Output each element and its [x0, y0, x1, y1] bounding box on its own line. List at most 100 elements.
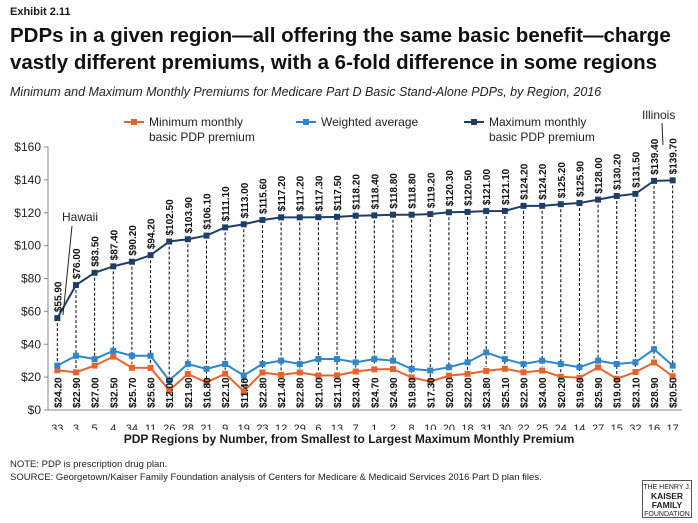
min-value-label: $24.00 — [538, 377, 549, 408]
max-series-point — [334, 213, 341, 220]
min-value-label: $20.20 — [557, 377, 568, 408]
min-series-point — [91, 362, 98, 369]
legend-min-label: basic PDP premium — [149, 130, 255, 144]
min-series-point — [371, 366, 378, 373]
avg-series-line — [56, 347, 674, 382]
annotation-hawaii-pointer — [62, 225, 73, 316]
x-tick-label: 13 — [331, 423, 343, 430]
x-tick-label: 23 — [256, 423, 268, 430]
min-series-point — [352, 368, 359, 375]
x-axis-title: PDP Regions by Number, from Smallest to … — [123, 432, 575, 446]
max-value-label: $117.20 — [277, 175, 288, 211]
min-series-point — [278, 371, 285, 378]
x-tick-label: 25 — [536, 423, 548, 430]
max-series-point — [389, 211, 396, 218]
max-series-point — [128, 258, 135, 265]
max-series-point — [352, 212, 359, 219]
max-value-label: $118.80 — [389, 173, 400, 209]
avg-series-point — [222, 360, 229, 367]
x-tick-label: 24 — [555, 423, 567, 430]
max-series-point — [576, 200, 583, 207]
max-series-point — [91, 269, 98, 276]
max-value-label: $94.20 — [147, 218, 158, 249]
annotation-illinois: Illinois — [642, 108, 675, 122]
avg-series-point — [669, 362, 676, 369]
y-tick-label: $100 — [14, 239, 41, 253]
max-series-point — [501, 207, 508, 214]
min-series-point — [147, 364, 154, 371]
max-value-label: $90.20 — [128, 225, 139, 256]
avg-series-point — [110, 347, 117, 354]
max-series-point — [445, 209, 452, 216]
max-value-label: $124.20 — [538, 163, 549, 200]
max-value-label: $76.00 — [72, 248, 83, 279]
x-tick-label: 22 — [517, 423, 529, 430]
exhibit-label: Exhibit 2.11 — [10, 6, 71, 18]
min-value-label: $27.00 — [91, 377, 102, 408]
min-value-label: $28.90 — [650, 377, 661, 408]
min-value-label: $25.70 — [128, 377, 139, 408]
avg-series-point — [203, 365, 210, 372]
avg-series-point — [147, 352, 154, 359]
max-series-point — [464, 208, 471, 215]
min-series-point — [222, 370, 229, 377]
min-value-label: $16.80 — [203, 377, 214, 408]
max-series-point — [632, 190, 639, 197]
avg-series-point — [334, 356, 341, 363]
x-tick-label: 21 — [200, 423, 212, 430]
avg-series-point — [651, 346, 658, 353]
min-series-point — [296, 369, 303, 376]
x-tick-label: 26 — [163, 423, 175, 430]
avg-series-point — [371, 356, 378, 363]
logo-line: FOUNDATION — [644, 511, 690, 518]
min-value-label: $23.10 — [631, 377, 642, 408]
max-value-label: $131.50 — [631, 151, 642, 188]
min-series-line — [57, 355, 674, 393]
max-series-point — [613, 192, 620, 199]
avg-series-point — [501, 356, 508, 363]
min-series-point — [501, 365, 508, 372]
max-series-point — [595, 196, 602, 203]
legend-max-marker — [471, 119, 477, 125]
x-tick-label: 16 — [648, 423, 660, 430]
avg-series-point — [576, 364, 583, 371]
x-tick-label: 30 — [499, 423, 511, 430]
max-series-point — [72, 282, 79, 289]
max-series-point — [166, 238, 173, 245]
max-series-point — [259, 216, 266, 223]
avg-series-point — [483, 349, 490, 356]
min-series-point — [520, 369, 527, 376]
kff-logo: THE HENRY J. KAISER FAMILY FOUNDATION — [642, 480, 692, 518]
max-value-label: $117.50 — [333, 175, 344, 211]
min-value-label: $19.80 — [408, 377, 419, 408]
max-value-label: $118.40 — [370, 173, 381, 209]
min-series-point — [203, 379, 210, 386]
min-series-point — [389, 366, 396, 373]
max-series-point — [240, 221, 247, 228]
x-tick-label: 4 — [110, 423, 116, 430]
avg-series-point — [408, 365, 415, 372]
avg-series-point — [91, 356, 98, 363]
max-value-label: $130.20 — [613, 153, 624, 190]
max-value-label: $125.90 — [575, 160, 586, 197]
min-value-label: $22.80 — [258, 377, 269, 408]
max-series-point — [371, 212, 378, 219]
x-tick-label: 29 — [294, 423, 306, 430]
max-series-point — [408, 211, 415, 218]
x-tick-label: 18 — [461, 423, 473, 430]
max-value-label: $139.40 — [650, 138, 661, 175]
min-value-label: $22.80 — [296, 377, 307, 408]
x-tick-label: 14 — [573, 423, 585, 430]
legend-avg-marker — [303, 119, 309, 125]
min-value-label: $22.00 — [464, 377, 475, 408]
max-value-label: $118.20 — [352, 174, 363, 210]
min-series-point — [54, 367, 61, 374]
min-value-label: $22.90 — [72, 377, 83, 408]
min-series-point — [632, 369, 639, 376]
min-series-point — [315, 372, 322, 379]
max-value-label: $120.30 — [445, 170, 456, 207]
max-series-point — [520, 202, 527, 209]
max-series-point — [427, 211, 434, 218]
avg-series-point — [72, 352, 79, 359]
max-value-label: $121.00 — [482, 169, 493, 206]
